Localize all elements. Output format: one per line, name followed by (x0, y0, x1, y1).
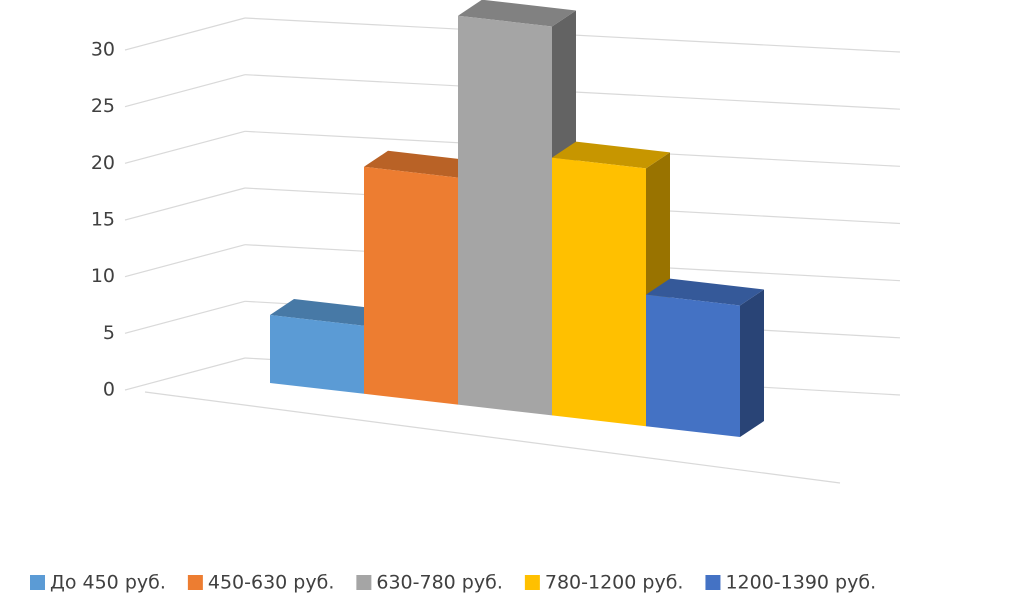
bar (364, 166, 458, 405)
bar-top (364, 150, 482, 178)
bar-side (740, 289, 764, 438)
legend-swatch (705, 575, 721, 590)
grid-line (124, 300, 246, 334)
bar-top (270, 299, 388, 326)
legend-label: 630-780 руб. (376, 572, 503, 594)
legend-label: 780-1200 руб. (545, 572, 684, 594)
bar-top (458, 0, 576, 27)
grid-line (124, 130, 246, 164)
y-tick-label: 5 (103, 322, 115, 344)
legend-swatch (30, 575, 45, 590)
bar (646, 294, 740, 438)
legend-label: До 450 руб. (50, 572, 166, 594)
grid-line (124, 17, 246, 51)
legend-swatch (524, 575, 540, 590)
y-tick-label: 20 (91, 152, 115, 174)
grid-line (124, 187, 246, 221)
legend-swatch (187, 575, 203, 590)
y-tick-label: 10 (91, 265, 115, 287)
grid-line (124, 74, 246, 108)
legend-label: 1200-1390 руб. (725, 572, 876, 594)
legend-swatch (356, 575, 372, 590)
y-tick-label: 25 (91, 95, 115, 117)
bar-top (552, 141, 670, 169)
floor-edge (144, 391, 841, 484)
y-tick-label: 15 (91, 209, 115, 231)
grid-line (124, 357, 246, 391)
bar (458, 15, 552, 416)
y-tick-label: 0 (103, 379, 115, 401)
bar-top (646, 278, 764, 306)
y-tick-label: 30 (91, 39, 115, 61)
legend-label: 450-630 руб. (208, 572, 335, 594)
grid-line (124, 244, 246, 278)
bar (552, 157, 646, 427)
bar (270, 315, 364, 394)
